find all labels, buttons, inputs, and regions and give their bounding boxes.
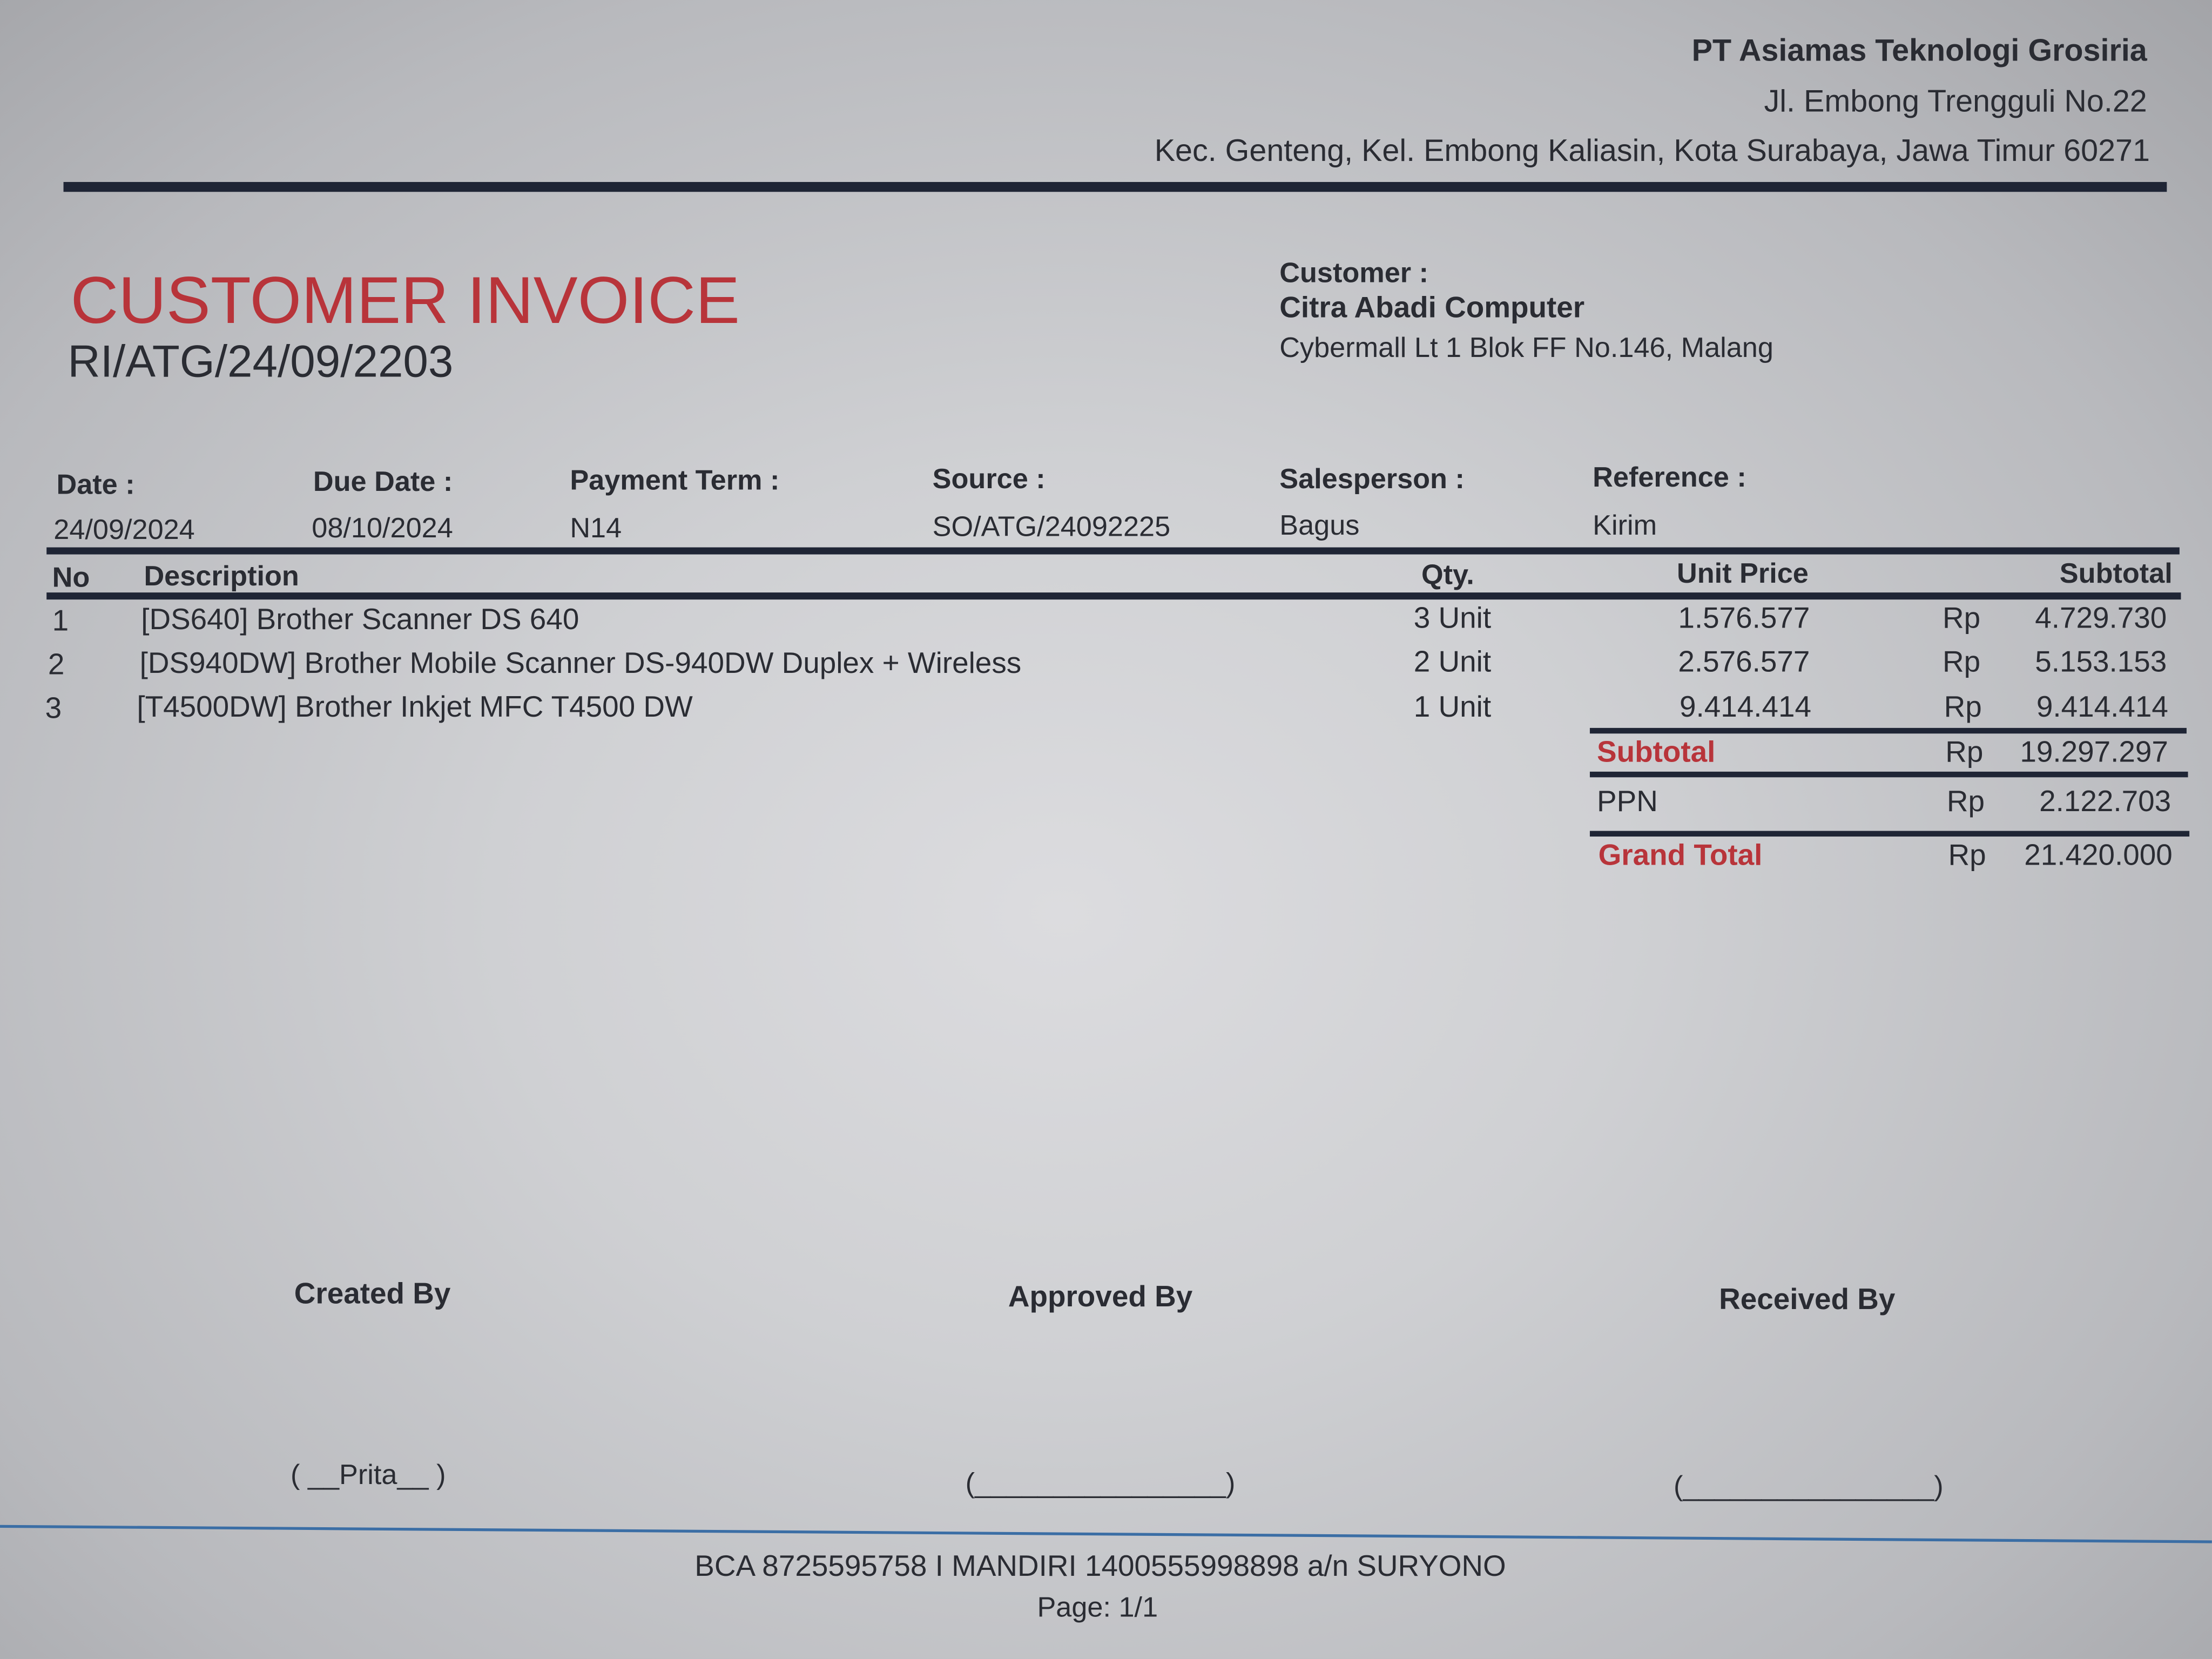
grand-total-value: 21.420.000	[2024, 840, 2173, 873]
company-address-line1: Jl. Embong Trengguli No.22	[1764, 83, 2147, 118]
ppn-currency: Rp	[1946, 786, 1985, 819]
reference-label: Reference :	[1593, 462, 1746, 494]
approved-by-label: Approved By	[1008, 1281, 1193, 1314]
customer-name: Citra Abadi Computer	[1279, 292, 1585, 325]
col-description-header: Description	[144, 561, 299, 593]
row-currency: Rp	[1942, 646, 1981, 679]
col-no-header: No	[52, 563, 90, 594]
due-date-label: Due Date :	[313, 467, 453, 498]
totals-rule	[1589, 771, 2188, 778]
date-label: Date :	[56, 469, 135, 501]
subtotal-currency: Rp	[1945, 737, 1984, 770]
customer-label: Customer :	[1279, 258, 1429, 289]
row-description: [T4500DW] Brother Inkjet MFC T4500 DW	[137, 692, 693, 725]
source-label: Source :	[932, 464, 1046, 495]
table-header-rule	[46, 592, 2181, 600]
date-value: 24/09/2024	[53, 515, 195, 546]
row-no: 1	[52, 605, 69, 638]
due-date-value: 08/10/2024	[312, 513, 453, 545]
invoice-title: CUSTOMER INVOICE	[70, 262, 740, 337]
row-subtotal: 4.729.730	[2035, 603, 2167, 636]
footer-rule	[0, 1525, 2212, 1543]
row-qty: 3 Unit	[1413, 603, 1492, 636]
ppn-value: 2.122.703	[2039, 786, 2171, 819]
row-description: [DS940DW] Brother Mobile Scanner DS-940D…	[139, 648, 1022, 681]
row-qty: 1 Unit	[1413, 692, 1492, 725]
payment-term-value: N14	[570, 513, 622, 545]
salesperson-label: Salesperson :	[1279, 464, 1465, 495]
row-unit-price: 9.414.414	[1679, 692, 1812, 725]
received-by-signature-line: (________________)	[1673, 1471, 1944, 1502]
ppn-label: PPN	[1597, 786, 1658, 819]
subtotal-value: 19.297.297	[2020, 737, 2168, 770]
row-currency: Rp	[1944, 692, 1982, 725]
col-subtotal-header: Subtotal	[2059, 558, 2173, 590]
received-by-label: Received By	[1719, 1284, 1896, 1317]
company-address-line2: Kec. Genteng, Kel. Embong Kaliasin, Kota…	[1154, 132, 2150, 168]
col-qty-header: Qty.	[1421, 560, 1474, 591]
row-qty: 2 Unit	[1413, 646, 1492, 679]
row-unit-price: 1.576.577	[1678, 603, 1810, 636]
row-description: [DS640] Brother Scanner DS 640	[141, 604, 579, 637]
payment-term-label: Payment Term :	[570, 466, 780, 497]
grand-total-currency: Rp	[1948, 840, 1986, 873]
row-no: 2	[48, 649, 65, 682]
subtotal-label: Subtotal	[1597, 737, 1716, 770]
approved-by-signature-line: (________________)	[965, 1468, 1236, 1500]
reference-value: Kirim	[1593, 510, 1657, 542]
totals-rule	[1589, 831, 2190, 837]
row-subtotal: 5.153.153	[2035, 646, 2167, 679]
company-name: PT Asiamas Teknologi Grosiria	[1691, 32, 2147, 68]
invoice-number: RI/ATG/24/09/2203	[68, 335, 454, 387]
col-unit-price-header: Unit Price	[1676, 558, 1809, 590]
row-currency: Rp	[1942, 603, 1981, 636]
header-rule	[63, 181, 2167, 192]
grand-total-label: Grand Total	[1598, 840, 1763, 873]
customer-address: Cybermall Lt 1 Blok FF No.146, Malang	[1279, 333, 1773, 364]
source-value: SO/ATG/24092225	[932, 512, 1171, 543]
salesperson-value: Bagus	[1279, 510, 1360, 542]
totals-rule	[1589, 727, 2187, 734]
created-by-label: Created By	[294, 1278, 451, 1311]
created-by-name: ( __Prita__ )	[291, 1460, 446, 1492]
table-top-rule	[46, 547, 2180, 555]
row-subtotal: 9.414.414	[2036, 692, 2168, 725]
bank-info: BCA 8725595758 I MANDIRI 1400555998898 a…	[694, 1550, 1506, 1583]
row-unit-price: 2.576.577	[1678, 646, 1810, 679]
page-number: Page: 1/1	[1037, 1593, 1158, 1624]
row-no: 3	[45, 693, 62, 726]
